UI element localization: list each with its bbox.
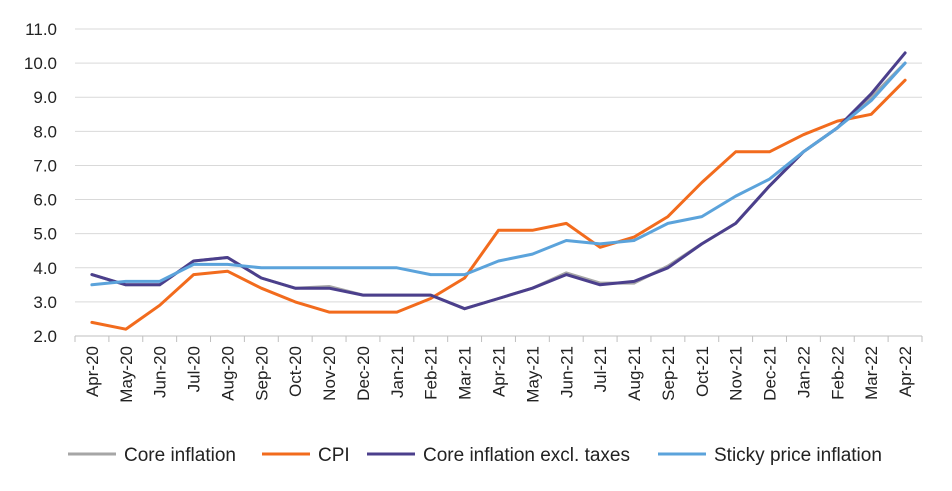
x-tick-label: Jul-20: [185, 346, 204, 392]
x-tick-label: Jun-20: [151, 346, 170, 398]
x-tick-label: Oct-20: [286, 346, 305, 397]
series-line-3: [90, 61, 907, 287]
x-tick-label: Jun-21: [557, 346, 576, 398]
x-tick-label: Sep-21: [659, 346, 678, 401]
y-tick-label: 5.0: [33, 225, 57, 244]
x-tick-label: May-21: [523, 346, 542, 403]
x-tick-label: Apr-21: [490, 346, 509, 397]
x-tick-label: Apr-22: [896, 346, 915, 397]
legend-label: CPI: [318, 445, 350, 466]
x-tick-label: May-20: [117, 346, 136, 403]
y-tick-label: 7.0: [33, 156, 57, 175]
series-line-1: [90, 78, 907, 331]
x-tick-label: Jan-21: [388, 346, 407, 398]
legend-label: Core inflation excl. taxes: [423, 445, 630, 466]
x-tick-label: Jul-21: [591, 346, 610, 392]
x-tick-label: Apr-20: [83, 346, 102, 397]
series-line-2: [90, 51, 907, 311]
x-tick-labels: Apr-20 May-20 Jun-20 Jul-20 Aug-20 Sep-20 Oct-…: [83, 346, 915, 403]
x-tick-label: Dec-21: [761, 346, 780, 401]
legend-label: Core inflation: [124, 445, 236, 466]
y-tick-label: 6.0: [33, 191, 57, 210]
x-tick-label: Nov-20: [320, 346, 339, 401]
x-tick-label: Mar-21: [456, 346, 475, 400]
x-tick-label: Feb-21: [422, 346, 441, 400]
y-tick-labels: 2.0 3.0 4.0 5.0 6.0 7.0 8.0 9.0 10.0 11.0: [24, 20, 57, 346]
series-lines: [90, 51, 907, 331]
x-tick-label: Mar-22: [862, 346, 881, 400]
x-tick-label: Nov-21: [727, 346, 746, 401]
y-tick-label: 8.0: [33, 122, 57, 141]
x-tick-label: Oct-21: [693, 346, 712, 397]
x-tick-label: Feb-22: [828, 346, 847, 400]
x-tick-label: Aug-21: [625, 346, 644, 401]
x-tick-label: Sep-20: [252, 346, 271, 401]
y-tick-label: 11.0: [25, 20, 57, 39]
axes: [74, 335, 923, 342]
y-tick-label: 9.0: [33, 88, 57, 107]
y-tick-label: 10.0: [24, 54, 57, 73]
x-tick-label: Dec-20: [354, 346, 373, 401]
gridlines: [75, 28, 922, 303]
y-tick-label: 4.0: [33, 259, 57, 278]
y-tick-label: 3.0: [33, 293, 57, 312]
legend-label: Sticky price inflation: [714, 445, 882, 466]
legend: Core inflation CPI Core inflation excl. ta…: [68, 445, 882, 466]
y-tick-label: 2.0: [33, 327, 57, 346]
x-tick-label: Aug-20: [218, 346, 237, 401]
x-tick-label: Jan-22: [794, 346, 813, 398]
